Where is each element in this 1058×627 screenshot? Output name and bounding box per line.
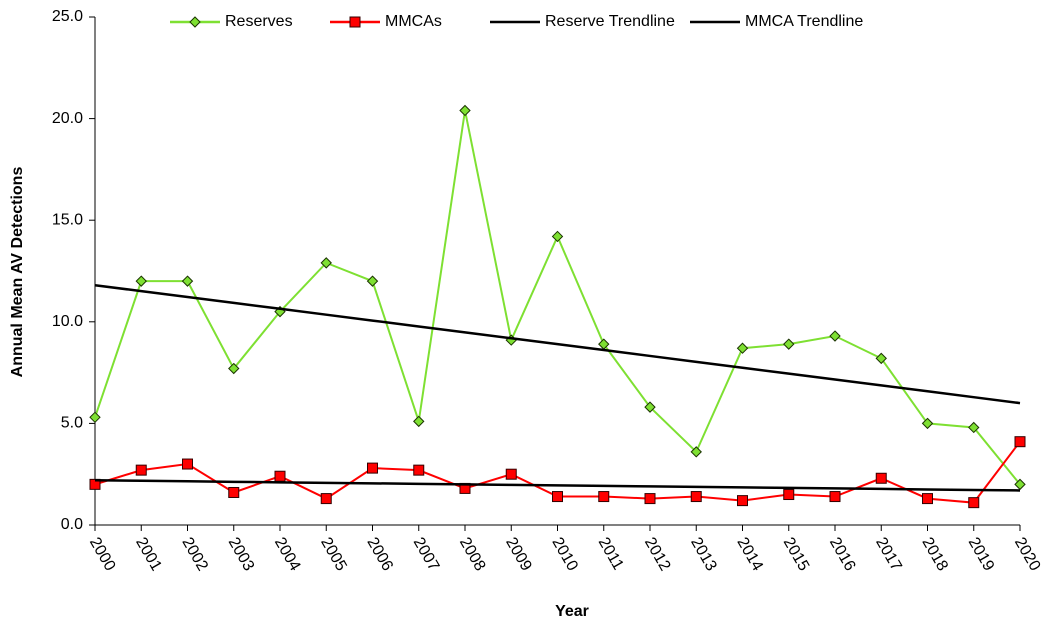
data-point: [182, 458, 193, 470]
data-point: [135, 464, 147, 476]
data-point: [968, 497, 980, 509]
series-line: [94, 283, 1021, 405]
legend-label: Reserves: [225, 13, 293, 30]
data-point: [783, 489, 795, 501]
x-tick-label: 2015: [780, 535, 813, 574]
y-tick-label: 20.0: [52, 110, 83, 127]
legend-label: MMCAs: [385, 13, 442, 30]
x-tick-label: 2007: [410, 535, 443, 574]
data-point: [89, 411, 101, 424]
series-line: [94, 110, 1021, 485]
x-tick-label: 2014: [733, 535, 766, 574]
data-point: [737, 495, 748, 507]
y-tick-label: 0.0: [61, 516, 83, 533]
data-point: [413, 464, 425, 476]
y-tick-label: 5.0: [61, 415, 83, 432]
y-axis-label: Annual Mean AV Detections: [9, 167, 26, 378]
data-point: [690, 491, 702, 503]
data-point: [274, 470, 286, 482]
legend-marker: [349, 16, 361, 28]
legend-label: Reserve Trendline: [545, 13, 675, 30]
data-point: [736, 342, 749, 354]
x-tick-label: 2010: [548, 535, 581, 574]
x-axis-label: Year: [555, 603, 589, 620]
data-point: [228, 362, 240, 375]
x-tick-label: 2000: [86, 535, 119, 574]
data-point: [829, 330, 841, 342]
data-point: [551, 230, 564, 243]
legend-label: MMCA Trendline: [745, 13, 863, 30]
data-point: [366, 275, 379, 287]
data-point: [135, 275, 147, 287]
x-tick-label: 2001: [132, 535, 165, 574]
x-tick-label: 2017: [872, 535, 905, 574]
data-point: [505, 468, 517, 480]
data-point: [1014, 436, 1026, 448]
x-tick-label: 2004: [271, 535, 304, 574]
data-point: [320, 257, 332, 269]
x-tick-label: 2020: [1011, 535, 1044, 574]
x-tick-label: 2013: [687, 535, 720, 574]
data-point: [367, 462, 378, 474]
data-point: [922, 493, 933, 505]
data-point: [459, 104, 471, 117]
data-point: [921, 417, 934, 430]
data-point: [690, 446, 702, 458]
data-point: [875, 472, 887, 484]
data-point: [413, 415, 425, 428]
data-point: [89, 478, 101, 490]
data-point: [644, 401, 656, 413]
data-point: [829, 491, 841, 503]
x-tick-label: 2003: [225, 535, 258, 574]
y-tick-label: 15.0: [52, 211, 83, 228]
data-point: [552, 491, 563, 503]
data-point: [968, 421, 980, 434]
x-tick-label: 2018: [918, 535, 951, 574]
data-point: [644, 493, 656, 505]
x-tick-label: 2006: [363, 535, 396, 574]
x-tick-label: 2019: [965, 535, 998, 574]
data-point: [181, 275, 194, 287]
x-tick-label: 2012: [641, 535, 674, 574]
y-tick-label: 25.0: [52, 8, 83, 25]
x-tick-label: 2011: [595, 535, 627, 573]
x-tick-label: 2005: [317, 535, 350, 574]
data-point: [783, 338, 795, 350]
data-point: [598, 491, 610, 503]
data-point: [875, 352, 887, 365]
data-point: [320, 493, 332, 505]
y-tick-label: 10.0: [52, 313, 83, 330]
data-point: [228, 486, 240, 498]
x-tick-label: 2009: [502, 535, 535, 574]
series-line: [94, 479, 1021, 492]
x-tick-label: 2002: [178, 535, 211, 574]
x-tick-label: 2008: [456, 535, 489, 574]
x-tick-label: 2016: [826, 535, 859, 574]
legend-marker: [189, 16, 201, 28]
